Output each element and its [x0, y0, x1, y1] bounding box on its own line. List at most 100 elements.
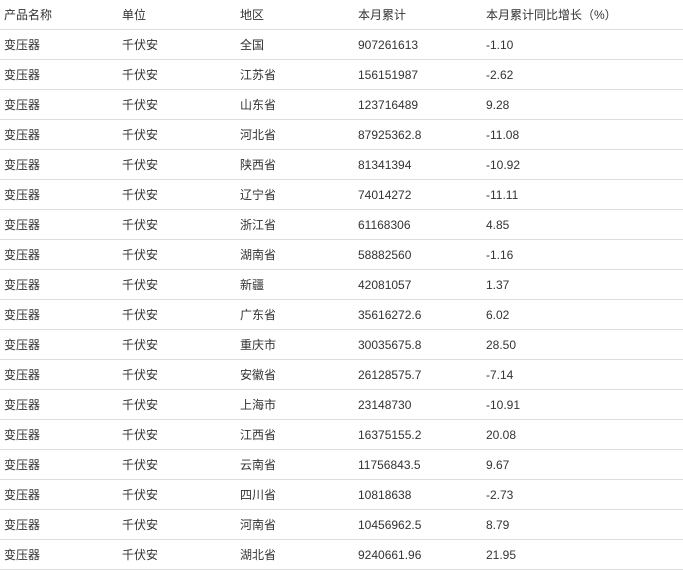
- table-row: 变压器千伏安湖南省58882560-1.16: [0, 240, 683, 270]
- table-cell: 35616272.6: [354, 300, 482, 330]
- table-row: 变压器千伏安全国907261613-1.10: [0, 30, 683, 60]
- table-cell: 74014272: [354, 180, 482, 210]
- table-cell: 8.79: [482, 510, 683, 540]
- table-cell: 千伏安: [118, 390, 236, 420]
- table-cell: 山东省: [236, 90, 354, 120]
- table-row: 变压器千伏安河南省10456962.58.79: [0, 510, 683, 540]
- table-header-row: 产品名称 单位 地区 本月累计 本月累计同比增长（%）: [0, 0, 683, 30]
- table-cell: 新疆: [236, 270, 354, 300]
- table-cell: 变压器: [0, 60, 118, 90]
- col-header-region: 地区: [236, 0, 354, 30]
- table-cell: 云南省: [236, 450, 354, 480]
- table-cell: 千伏安: [118, 240, 236, 270]
- table-cell: 变压器: [0, 390, 118, 420]
- table-cell: -7.14: [482, 360, 683, 390]
- table-cell: 千伏安: [118, 270, 236, 300]
- table-cell: -2.62: [482, 60, 683, 90]
- table-cell: 河北省: [236, 120, 354, 150]
- table-row: 变压器千伏安重庆市30035675.828.50: [0, 330, 683, 360]
- table-row: 变压器千伏安河北省87925362.8-11.08: [0, 120, 683, 150]
- table-cell: 10456962.5: [354, 510, 482, 540]
- table-cell: 全国: [236, 30, 354, 60]
- col-header-monthly: 本月累计: [354, 0, 482, 30]
- table-cell: 千伏安: [118, 510, 236, 540]
- table-cell: 变压器: [0, 480, 118, 510]
- table-cell: 重庆市: [236, 330, 354, 360]
- table-cell: 变压器: [0, 330, 118, 360]
- table-body: 变压器千伏安全国907261613-1.10变压器千伏安江苏省156151987…: [0, 30, 683, 570]
- table-cell: -10.91: [482, 390, 683, 420]
- table-row: 变压器千伏安辽宁省74014272-11.11: [0, 180, 683, 210]
- col-header-product: 产品名称: [0, 0, 118, 30]
- table-row: 变压器千伏安陕西省81341394-10.92: [0, 150, 683, 180]
- table-row: 变压器千伏安江西省16375155.220.08: [0, 420, 683, 450]
- col-header-unit: 单位: [118, 0, 236, 30]
- table-cell: 26128575.7: [354, 360, 482, 390]
- table-cell: 58882560: [354, 240, 482, 270]
- table-row: 变压器千伏安安徽省26128575.7-7.14: [0, 360, 683, 390]
- table-cell: 千伏安: [118, 30, 236, 60]
- table-cell: 变压器: [0, 240, 118, 270]
- table-cell: 81341394: [354, 150, 482, 180]
- table-cell: 湖北省: [236, 540, 354, 570]
- table-cell: 变压器: [0, 30, 118, 60]
- table-cell: 变压器: [0, 270, 118, 300]
- table-cell: 4.85: [482, 210, 683, 240]
- table-cell: 30035675.8: [354, 330, 482, 360]
- table-cell: 千伏安: [118, 180, 236, 210]
- table-cell: 变压器: [0, 420, 118, 450]
- table-cell: 浙江省: [236, 210, 354, 240]
- table-cell: 安徽省: [236, 360, 354, 390]
- table-cell: -1.16: [482, 240, 683, 270]
- table-cell: 辽宁省: [236, 180, 354, 210]
- table-cell: 61168306: [354, 210, 482, 240]
- table-cell: 千伏安: [118, 360, 236, 390]
- table-cell: 江苏省: [236, 60, 354, 90]
- data-table: 产品名称 单位 地区 本月累计 本月累计同比增长（%） 变压器千伏安全国9072…: [0, 0, 683, 570]
- table-cell: 156151987: [354, 60, 482, 90]
- table-cell: 千伏安: [118, 300, 236, 330]
- table-cell: 千伏安: [118, 210, 236, 240]
- table-cell: 9.67: [482, 450, 683, 480]
- table-cell: 千伏安: [118, 420, 236, 450]
- table-cell: 42081057: [354, 270, 482, 300]
- table-cell: 变压器: [0, 360, 118, 390]
- table-cell: 千伏安: [118, 540, 236, 570]
- table-cell: 千伏安: [118, 60, 236, 90]
- table-cell: -10.92: [482, 150, 683, 180]
- table-cell: 21.95: [482, 540, 683, 570]
- table-cell: 千伏安: [118, 120, 236, 150]
- table-cell: 20.08: [482, 420, 683, 450]
- table-row: 变压器千伏安江苏省156151987-2.62: [0, 60, 683, 90]
- table-cell: 千伏安: [118, 450, 236, 480]
- table-row: 变压器千伏安广东省35616272.66.02: [0, 300, 683, 330]
- table-row: 变压器千伏安新疆420810571.37: [0, 270, 683, 300]
- table-cell: 江西省: [236, 420, 354, 450]
- table-cell: 湖南省: [236, 240, 354, 270]
- table-cell: 23148730: [354, 390, 482, 420]
- table-cell: -2.73: [482, 480, 683, 510]
- col-header-growth: 本月累计同比增长（%）: [482, 0, 683, 30]
- table-cell: 28.50: [482, 330, 683, 360]
- table-row: 变压器千伏安山东省1237164899.28: [0, 90, 683, 120]
- table-cell: 广东省: [236, 300, 354, 330]
- table-cell: 10818638: [354, 480, 482, 510]
- table-cell: 千伏安: [118, 330, 236, 360]
- table-row: 变压器千伏安云南省11756843.59.67: [0, 450, 683, 480]
- table-cell: 变压器: [0, 90, 118, 120]
- table-cell: 87925362.8: [354, 120, 482, 150]
- table-row: 变压器千伏安四川省10818638-2.73: [0, 480, 683, 510]
- table-cell: 上海市: [236, 390, 354, 420]
- table-cell: 123716489: [354, 90, 482, 120]
- table-cell: 四川省: [236, 480, 354, 510]
- table-cell: 变压器: [0, 150, 118, 180]
- table-row: 变压器千伏安浙江省611683064.85: [0, 210, 683, 240]
- table-cell: 9240661.96: [354, 540, 482, 570]
- table-cell: 陕西省: [236, 150, 354, 180]
- table-cell: 千伏安: [118, 150, 236, 180]
- table-cell: 907261613: [354, 30, 482, 60]
- table-cell: 变压器: [0, 120, 118, 150]
- table-cell: 11756843.5: [354, 450, 482, 480]
- table-row: 变压器千伏安湖北省9240661.9621.95: [0, 540, 683, 570]
- table-cell: 16375155.2: [354, 420, 482, 450]
